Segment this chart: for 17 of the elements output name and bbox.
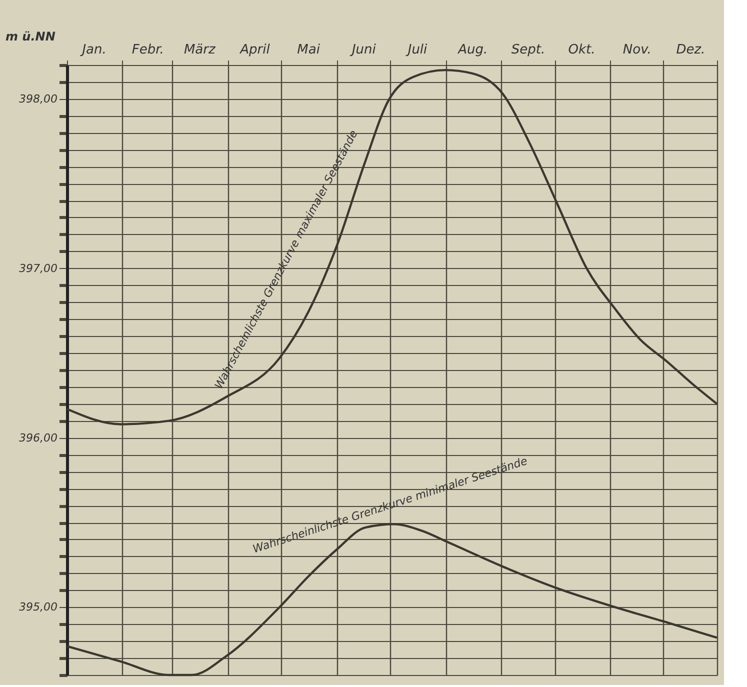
x-tick-label: Mai <box>297 42 320 58</box>
x-tick-label: Dez. <box>676 42 706 58</box>
x-tick-label: Juni <box>348 42 376 58</box>
y-axis-title: m ü.NN <box>6 30 56 44</box>
x-tick-label: Sept. <box>511 42 546 58</box>
x-tick-label: Febr. <box>132 42 164 58</box>
y-tick-label: 397,00 <box>19 262 58 275</box>
x-tick-label: März <box>184 42 216 58</box>
x-tick-label: Okt. <box>568 42 596 58</box>
y-tick-label: 396,00 <box>19 431 58 444</box>
x-tick-label: April <box>239 42 270 58</box>
y-tick-label: 395,00 <box>19 600 58 614</box>
y-tick-label: 398,00 <box>19 92 58 106</box>
x-tick-label: Jan. <box>79 42 106 58</box>
x-tick-label: Juli <box>404 42 428 58</box>
x-tick-label: Aug. <box>457 42 488 58</box>
x-tick-label: Nov. <box>622 42 652 58</box>
